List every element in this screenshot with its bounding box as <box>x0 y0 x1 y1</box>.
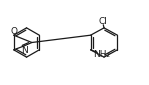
Text: NH₂: NH₂ <box>93 50 110 59</box>
Text: Cl: Cl <box>99 17 108 26</box>
Text: O: O <box>11 27 18 36</box>
Text: N: N <box>21 46 28 55</box>
